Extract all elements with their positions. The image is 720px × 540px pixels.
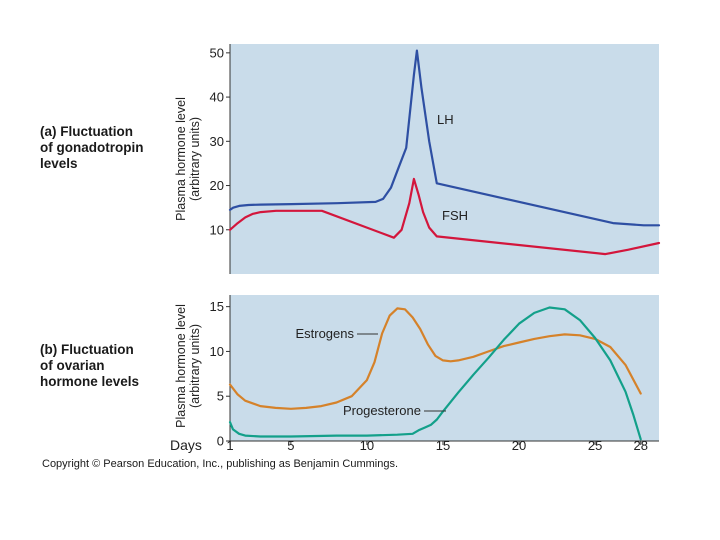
y-axis-title-line: (arbitrary units) [188,117,202,201]
x-tick-label: 5 [287,438,294,453]
series-label-progesterone: Progesterone [343,403,421,418]
series-line-lh [228,49,661,227]
x-axis-title: Days [170,437,202,453]
panel-b-title-line: of ovarian [40,358,105,373]
y-tick-label: 10 [210,222,224,237]
y-axis-title-line: Plasma hormone level [174,97,188,221]
panel-b-title-line: (b) Fluctuation [40,342,134,357]
x-tick-label: 25 [588,438,602,453]
y-axis-title-line: (arbitrary units) [188,324,202,408]
panel-a-title-line: (a) Fluctuation [40,124,133,139]
panel-b-title: (b) Fluctuation of ovarian hormone level… [40,342,139,390]
copyright-note: Copyright © Pearson Education, Inc., pub… [42,458,399,470]
plot-area [230,44,659,274]
y-tick-label: 50 [210,45,224,60]
x-tick-label: 28 [634,438,648,453]
plot-area [230,295,659,441]
series-label-fsh: FSH [442,208,468,223]
y-tick-label: 10 [210,344,224,359]
x-tick-label: 1 [226,438,233,453]
panel-a-title-line: levels [40,156,78,171]
y-axis-title: Plasma hormone level(arbitrary units) [174,97,202,221]
series-label-estrogens: Estrogens [295,326,354,341]
series-line-fsh [228,177,661,256]
panel-b-title-line: hormone levels [40,374,140,389]
y-tick-label: 5 [217,389,224,404]
x-tick-label: 15 [436,438,450,453]
x-tick-label: 10 [360,438,374,453]
panel-a-title-line: of gonadotropin [40,140,144,155]
y-tick-label: 30 [210,134,224,149]
y-tick-label: 20 [210,178,224,193]
y-tick-label: 15 [210,299,224,314]
y-tick-label: 0 [217,434,224,449]
series-label-lh: LH [437,112,454,127]
y-axis-title: Plasma hormone level(arbitrary units) [174,304,202,428]
panel-a-title: (a) Fluctuation of gonadotropin levels [40,124,143,172]
chart-panel-a: 10 20 30 40 50 Plasma hormone level(arbitrary… [174,44,661,274]
y-tick-label: 40 [210,90,224,105]
x-tick-label: 20 [512,438,526,453]
y-axis-title-line: Plasma hormone level [174,304,188,428]
series-line-estrogens [228,307,642,410]
